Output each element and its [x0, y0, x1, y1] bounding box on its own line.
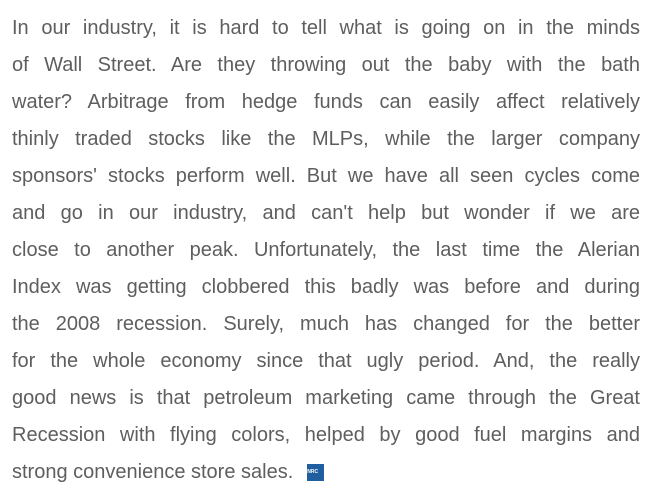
line-text: strong convenience store sales. — [12, 461, 294, 483]
text-line: Recession with flying colors, helped by … — [12, 417, 640, 454]
line-text: Recession with flying colors, helped by … — [12, 424, 640, 446]
text-line: Index was getting clobbered this badly w… — [12, 269, 640, 306]
line-text: water? Arbitrage from hedge funds can ea… — [12, 91, 640, 113]
text-line: In our industry, it is hard to tell what… — [12, 10, 640, 47]
line-text: for the whole economy since that ugly pe… — [12, 350, 640, 372]
line-text: Index was getting clobbered this badly w… — [12, 276, 640, 298]
line-text: thinly traded stocks like the MLPs, whil… — [12, 128, 640, 150]
text-line: strong convenience store sales. NRC — [12, 454, 640, 491]
line-text: good news is that petroleum marketing ca… — [12, 387, 640, 409]
line-text: and go in our industry, and can't help b… — [12, 202, 640, 224]
line-text: sponsors' stocks perform well. But we ha… — [12, 165, 640, 187]
line-text: close to another peak. Unfortunately, th… — [12, 239, 640, 261]
text-line: the 2008 recession. Surely, much has cha… — [12, 306, 640, 343]
text-line: close to another peak. Unfortunately, th… — [12, 232, 640, 269]
text-line: for the whole economy since that ugly pe… — [12, 343, 640, 380]
text-line: of Wall Street. Are they throwing out th… — [12, 47, 640, 84]
line-text: the 2008 recession. Surely, much has cha… — [12, 313, 640, 335]
text-line: water? Arbitrage from hedge funds can ea… — [12, 84, 640, 121]
text-line: good news is that petroleum marketing ca… — [12, 380, 640, 417]
text-line: thinly traded stocks like the MLPs, whil… — [12, 121, 640, 158]
line-text: of Wall Street. Are they throwing out th… — [12, 54, 640, 76]
text-line: sponsors' stocks perform well. But we ha… — [12, 158, 640, 195]
end-badge: NRC — [307, 464, 325, 482]
text-line: and go in our industry, and can't help b… — [12, 195, 640, 232]
line-text: In our industry, it is hard to tell what… — [12, 17, 640, 39]
